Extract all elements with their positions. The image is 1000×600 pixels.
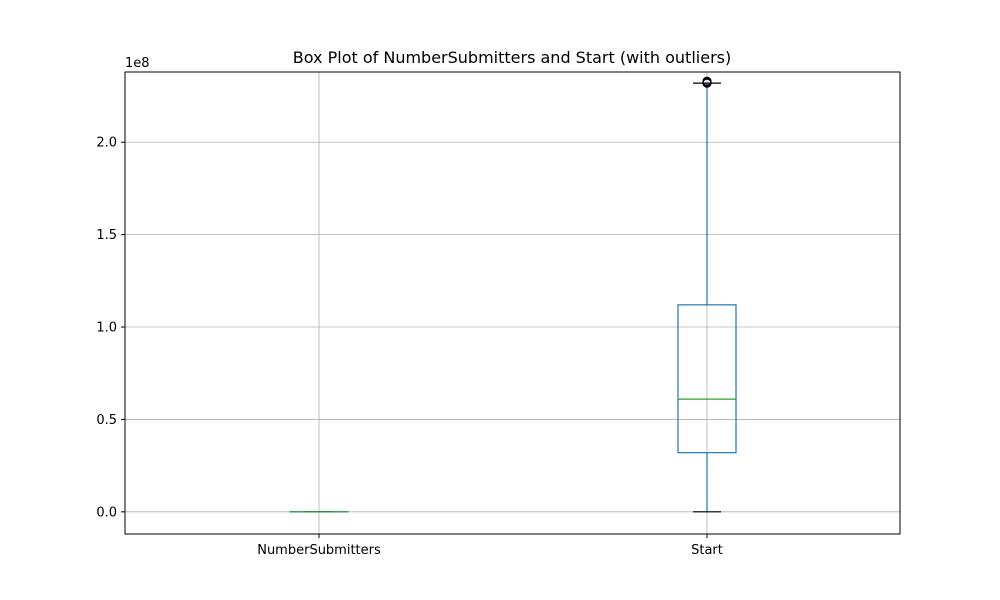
y-tick-label: 0.5: [96, 413, 117, 428]
box-start: [677, 76, 737, 513]
outlier-point: [702, 76, 712, 86]
box-layer: [289, 76, 737, 513]
box-body: [677, 304, 737, 454]
grid-lines: [125, 72, 900, 534]
x-tick-label: Start: [691, 543, 723, 558]
chart-title: Box Plot of NumberSubmitters and Start (…: [293, 48, 731, 67]
tick-layer: 0.0 0.5 1.0 1.5 2.0 NumberSubmitters Start: [96, 136, 723, 558]
y-tick-label: 1.5: [96, 228, 117, 243]
y-tick-label: 2.0: [96, 136, 117, 151]
x-tick-label: NumberSubmitters: [257, 543, 381, 558]
plot-frame: [124, 71, 901, 535]
y-tick-label: 1.0: [96, 321, 117, 336]
y-tick-label: 0.0: [96, 505, 117, 520]
y-offset-label: 1e8: [125, 56, 150, 71]
